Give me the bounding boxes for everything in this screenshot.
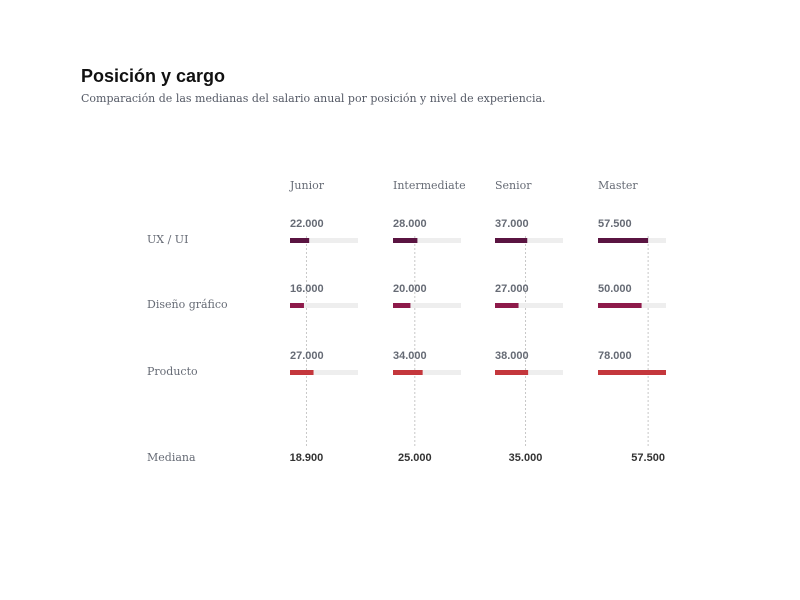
bar [290, 370, 314, 375]
column-headers: Junior Intermediate Senior Master [289, 179, 638, 192]
row-label: Diseño gráfico [147, 298, 228, 311]
chart-row: Producto 27.000 34.000 38.000 78.000 [147, 350, 666, 378]
bar [495, 303, 519, 308]
value-label: 27.000 [495, 283, 529, 295]
bar [598, 303, 642, 308]
bar-track [290, 370, 358, 375]
value-label: 22.000 [290, 218, 324, 230]
median-value: 35.000 [509, 452, 543, 464]
median-lines [305, 236, 649, 448]
median-value: 18.900 [290, 452, 324, 464]
chart-rows: UX / UI 22.000 28.000 37.000 57.500 Diseño gr… [147, 218, 666, 378]
bar [598, 370, 666, 375]
bar-track [393, 370, 461, 375]
value-label: 34.000 [393, 350, 427, 362]
chart-row: UX / UI 22.000 28.000 37.000 57.500 [147, 218, 666, 246]
value-label: 16.000 [290, 283, 324, 295]
value-label: 57.500 [598, 218, 632, 230]
median-value: 25.000 [398, 452, 432, 464]
median-row: Mediana 18.900 25.000 35.000 57.500 [147, 451, 665, 464]
bar-track [393, 238, 461, 243]
value-label: 27.000 [290, 350, 324, 362]
column-header: Master [598, 179, 638, 192]
column-header: Intermediate [393, 179, 466, 192]
value-label: 50.000 [598, 283, 632, 295]
column-header: Senior [495, 179, 532, 192]
bar [393, 370, 423, 375]
bar-track [393, 303, 461, 308]
row-label: Producto [147, 365, 198, 378]
chart-subtitle: Comparación de las medianas del salario … [81, 92, 546, 105]
median-value: 57.500 [631, 452, 665, 464]
bar [290, 238, 310, 243]
bar [495, 370, 529, 375]
bar [393, 303, 411, 308]
bar-track [495, 238, 563, 243]
bar-track [290, 303, 358, 308]
bar-track [495, 303, 563, 308]
value-label: 38.000 [495, 350, 529, 362]
median-label: Mediana [147, 451, 196, 464]
value-label: 37.000 [495, 218, 529, 230]
bar-track [290, 238, 358, 243]
bar [495, 238, 528, 243]
row-label: UX / UI [147, 233, 188, 246]
bar-track [495, 370, 563, 375]
column-header: Junior [289, 179, 325, 192]
chart-row: Diseño gráfico 16.000 20.000 27.000 50.000 [147, 283, 666, 311]
chart-title: Posición y cargo [81, 66, 225, 86]
value-label: 28.000 [393, 218, 427, 230]
value-label: 20.000 [393, 283, 427, 295]
bar [290, 303, 304, 308]
value-label: 78.000 [598, 350, 632, 362]
bar [393, 238, 418, 243]
bar [598, 238, 649, 243]
